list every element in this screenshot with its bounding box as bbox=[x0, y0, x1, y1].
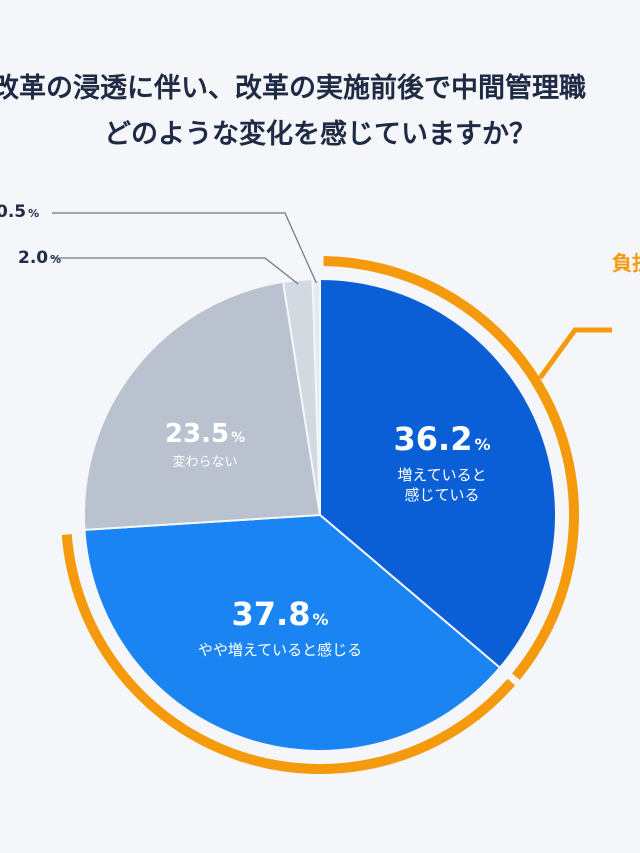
data-label-unchanged: 23.5% bbox=[165, 419, 245, 449]
highlight-arc-increased bbox=[323, 256, 579, 680]
highlight-arc-group bbox=[61, 256, 612, 774]
pie-slices bbox=[83, 277, 557, 752]
chart-title-line-2: どのような変化を感じていますか？ bbox=[104, 119, 536, 150]
category-label-slightly_increased: やや増えていると感じる bbox=[198, 641, 362, 659]
data-label-slightly_increased: 37.8% bbox=[232, 595, 329, 633]
pie-slice-increased bbox=[319, 277, 557, 670]
data-label-increased: 36.2% bbox=[394, 420, 491, 458]
chart-title-line-1: 改革の浸透に伴い、改革の実施前後で中間管理職 bbox=[0, 73, 586, 104]
highlight-arc-slightly_increased bbox=[61, 534, 516, 774]
category-label-unchanged: 変わらない bbox=[172, 454, 237, 470]
pie-slice-decreased bbox=[311, 277, 321, 516]
data-label-decreased: 0.5% bbox=[0, 202, 39, 222]
pie-slice-unchanged bbox=[83, 280, 322, 531]
leader-line-slightly_decreased bbox=[52, 257, 299, 285]
data-label-slightly_decreased: 2.0% bbox=[18, 248, 61, 268]
category-label-increased: 増えていると bbox=[397, 466, 486, 484]
leader-lines bbox=[52, 212, 317, 285]
highlight-label: 負担 bbox=[612, 251, 640, 275]
category-label-increased: 感じている bbox=[404, 486, 479, 504]
leader-line-decreased bbox=[52, 212, 317, 284]
highlight-bracket bbox=[537, 327, 612, 380]
pie-slice-slightly_increased bbox=[83, 513, 502, 752]
